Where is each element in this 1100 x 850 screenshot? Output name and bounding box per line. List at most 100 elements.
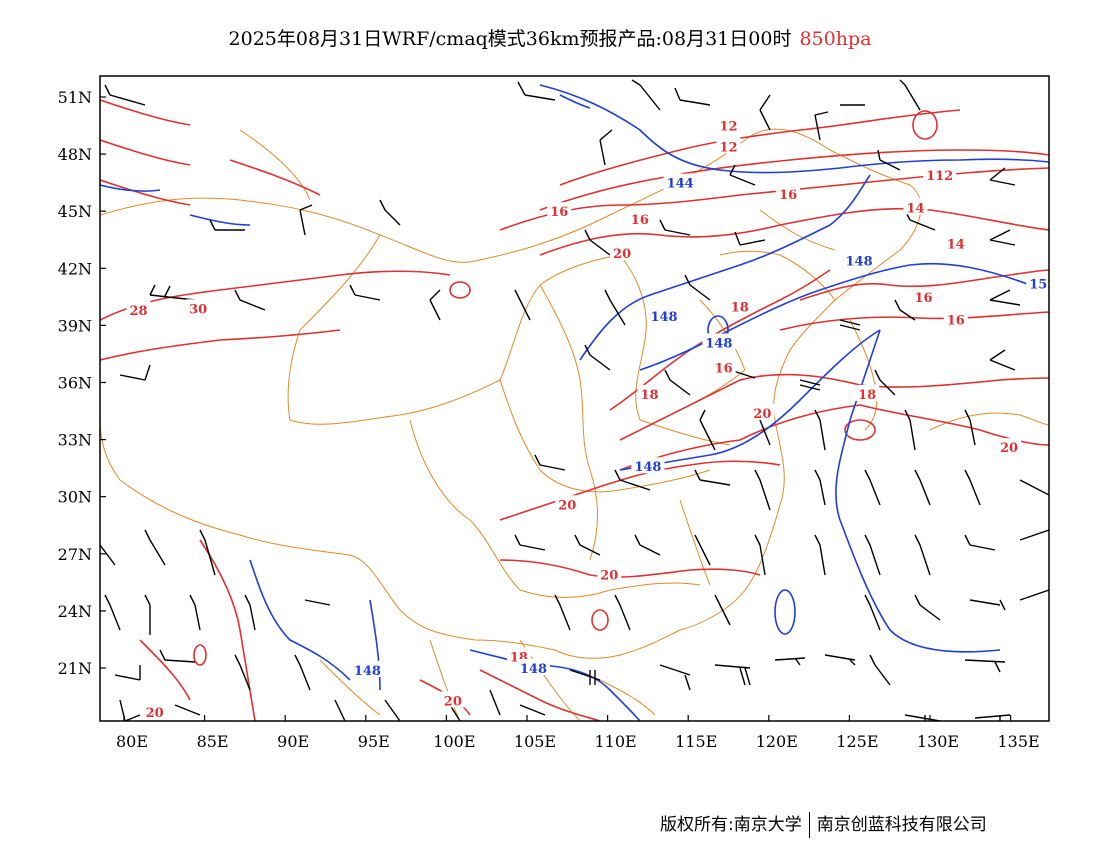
wind-barb — [209, 219, 245, 231]
korea-japan-outline — [849, 319, 1049, 431]
geo-contour — [774, 589, 796, 635]
wind-barb — [489, 689, 501, 716]
copyright-owner: 版权所有:南京大学 — [660, 815, 802, 835]
wind-barb — [989, 349, 1016, 371]
lon-label: 130E — [917, 732, 959, 751]
temperature-contour-label: 28 — [129, 304, 147, 319]
wind-barb — [914, 534, 931, 576]
wind-barb — [814, 469, 826, 506]
temp-contour — [799, 269, 1049, 301]
wind-barb — [894, 299, 916, 321]
se-asia-outline — [319, 639, 656, 721]
contour-label-bg — [555, 495, 580, 512]
temperature-contour-label: 30 — [189, 302, 207, 317]
lat-label: 21N — [58, 659, 92, 678]
wind-barb — [759, 94, 771, 131]
wind-barb — [349, 284, 381, 301]
contour-label-bg — [943, 310, 968, 327]
province-lines-2 — [499, 254, 711, 493]
geo-contour — [469, 649, 641, 721]
wind-barb — [864, 594, 881, 631]
copyright-footer: 版权所有:南京大学 南京创蓝科技有限公司 — [660, 810, 987, 838]
contour-label-bg — [923, 166, 957, 183]
wind-barb — [534, 454, 566, 471]
map-frame — [99, 75, 1050, 722]
wind-barb — [814, 409, 826, 451]
temperature-contour-label: 18 — [731, 300, 749, 315]
geo-contour — [539, 84, 1049, 174]
wind-barb — [824, 654, 856, 666]
wind-barb — [989, 167, 1016, 186]
wind-barb — [1019, 529, 1049, 541]
wind-barb — [694, 534, 711, 566]
wind-barb — [554, 594, 571, 631]
wind-barb — [699, 409, 716, 451]
wind-barb — [604, 289, 626, 326]
wind-barb — [694, 469, 731, 486]
contour-label-bg — [186, 299, 211, 316]
temp-contour — [912, 110, 938, 140]
temperature-contour-label: 20 — [600, 569, 618, 584]
contour-label-bg — [440, 691, 465, 708]
lon-label: 125E — [836, 732, 878, 751]
pressure-level: 850hpa — [799, 28, 872, 50]
temperature-contour-label: 18 — [640, 388, 658, 403]
wind-barb — [199, 529, 216, 576]
temp-contour — [539, 207, 1049, 256]
lon-label: 80E — [116, 732, 148, 751]
lon-label: 95E — [358, 732, 390, 751]
lat-label: 24N — [58, 602, 92, 621]
wind-barb — [519, 704, 546, 716]
wind-barb — [149, 284, 196, 301]
wind-barb — [299, 204, 313, 236]
wind-barb — [814, 111, 829, 141]
temperature-contour-label: 16 — [631, 213, 649, 228]
temperature-contour-label: 20 — [753, 407, 771, 422]
contour-label-bg — [716, 116, 741, 133]
wind-barb — [734, 231, 766, 246]
wind-barb — [659, 219, 691, 236]
wind-barb — [869, 654, 891, 686]
wind-barb — [799, 379, 821, 391]
contour-label-bg — [126, 301, 151, 318]
geopotential-contour-label: 152 — [1029, 278, 1056, 293]
wind-barb — [674, 87, 711, 106]
lon-label: 115E — [675, 732, 717, 751]
wind-barb — [964, 534, 996, 551]
wind-barb — [899, 79, 921, 111]
lat-label: 36N — [58, 374, 92, 393]
temp-contour — [619, 404, 1049, 471]
contour-label-bg — [627, 209, 652, 226]
contour-label-bg — [637, 384, 662, 401]
wind-barb — [569, 669, 601, 685]
map-title-text: 2025年08月31日WRF/cmaq模式36km预报产品:08月31日00时 — [228, 28, 792, 50]
wind-barb — [839, 319, 861, 331]
temp-contour — [609, 269, 831, 411]
wind-barb — [584, 229, 611, 256]
temperature-labels: 12 12 112 16 16 16 14 20 14 28 30 16 18 16 16 18 18 20 20 2… — [126, 116, 1021, 721]
contour-label-bg — [716, 137, 741, 154]
wind-barb — [774, 657, 806, 666]
wind-barb — [159, 649, 196, 663]
wind-barb — [144, 594, 151, 635]
temperature-contour-label: 16 — [550, 205, 568, 220]
wind-barb — [714, 664, 751, 686]
wind-barb — [1019, 479, 1049, 496]
geopotential-labels: 144 148 152 148 148 148 148 148 — [350, 173, 1056, 679]
geopotential-contour-label: 148 — [705, 337, 732, 352]
contour-label-bg — [943, 234, 968, 251]
wind-barb — [104, 594, 121, 631]
lat-label: 27N — [58, 545, 92, 564]
wind-barb — [989, 229, 1016, 246]
temp-contour — [449, 281, 471, 299]
geo-contour — [835, 329, 1001, 653]
wind-barb — [914, 594, 941, 621]
wind-barb — [114, 665, 141, 681]
geo-contour — [579, 174, 871, 361]
lat-label: 42N — [58, 259, 92, 278]
wind-barb — [119, 364, 151, 381]
wind-barb — [304, 599, 331, 606]
contour-label-bg — [1026, 274, 1049, 291]
geopotential-contour-label: 148 — [846, 255, 873, 270]
wind-barb — [904, 714, 941, 721]
